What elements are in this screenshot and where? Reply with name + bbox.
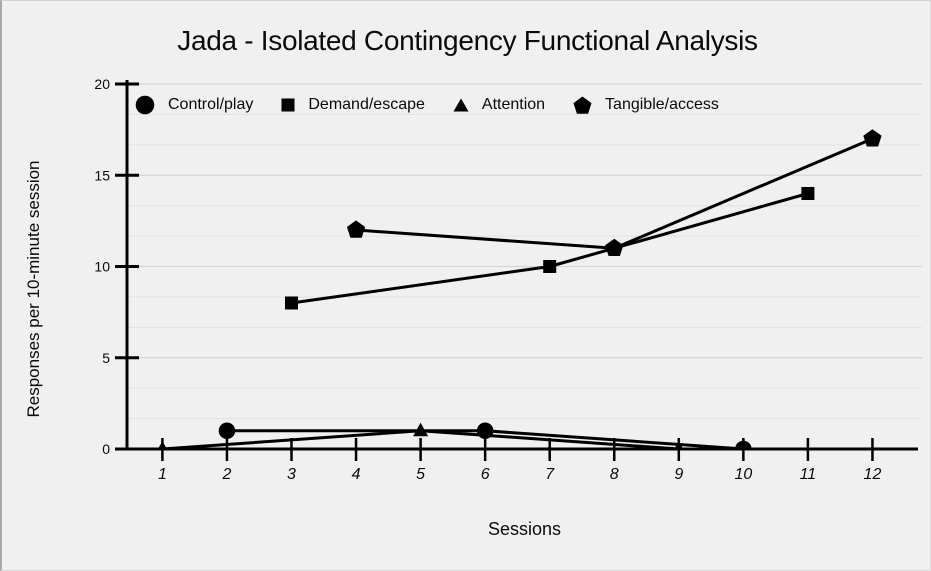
series-line-demand-escape [291, 192, 809, 305]
data-point-marker-circle [218, 422, 236, 440]
data-point-marker-pentagon [605, 238, 624, 256]
y-tick-label: 5 [102, 350, 110, 366]
legend-label: Tangible/access [605, 96, 719, 113]
data-point-marker-square [543, 260, 557, 273]
x-tick-label: 12 [864, 466, 882, 483]
series-line-tangible-access [355, 137, 874, 250]
legend-label: Control/play [168, 96, 254, 113]
legend-item-demand-escape: Demand/escape [281, 96, 425, 114]
y-tick-label: 10 [94, 259, 110, 275]
legend-label: Attention [481, 96, 546, 113]
y-tick-label: 0 [102, 441, 110, 457]
x-tick-label: 3 [287, 466, 296, 483]
x-tick-label: 4 [352, 466, 361, 483]
x-tick-label: 7 [545, 466, 555, 483]
chart-title: Jada - Isolated Contingency Functional A… [177, 25, 758, 56]
x-tick-label: 9 [674, 466, 683, 483]
x-tick-label: 10 [734, 466, 752, 483]
triangle-legend-marker-icon [453, 98, 469, 112]
data-point-marker-square [285, 296, 298, 310]
pentagon-legend-marker-icon [573, 96, 592, 115]
x-axis-title: Sessions [487, 519, 562, 539]
x-tick-label: 11 [800, 466, 817, 483]
square-legend-marker-icon [281, 98, 295, 112]
y-tick-label: 15 [94, 167, 110, 183]
x-tick-label: 6 [481, 466, 490, 483]
x-tick-label: 5 [416, 466, 425, 483]
legend: Control/play Demand/escape Attention Tangib… [135, 93, 719, 117]
data-point-marker-square [801, 187, 815, 200]
y-tick-label: 20 [94, 76, 110, 92]
x-tick-label: 1 [158, 466, 167, 483]
legend-item-attention: Attention [453, 96, 545, 114]
legend-item-tangible-access: Tangible/access [573, 96, 719, 115]
data-point-marker-pentagon [346, 220, 366, 238]
data-point-marker-pentagon [863, 129, 882, 147]
legend-label: Demand/escape [308, 96, 425, 113]
legend-item-control-play: Control/play [135, 95, 253, 115]
circle-legend-marker-icon [135, 95, 155, 115]
x-tick-label: 8 [610, 466, 619, 483]
data-point-marker-triangle [413, 422, 429, 437]
x-tick-label: 2 [221, 466, 231, 483]
